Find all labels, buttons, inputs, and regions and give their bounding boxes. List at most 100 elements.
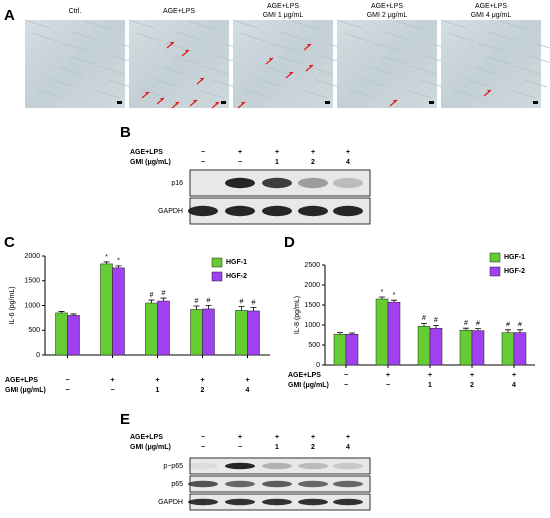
- cell-texture: [209, 78, 236, 88]
- cell-texture: [269, 42, 296, 52]
- condition-value: +: [200, 377, 204, 384]
- condition-value: 1: [428, 382, 432, 389]
- cell-texture: [24, 19, 51, 29]
- error-bar: [433, 325, 439, 329]
- condition-value: −: [238, 444, 242, 451]
- bar: [157, 300, 170, 356]
- significance-marker: #: [195, 298, 199, 305]
- cell-texture: [336, 19, 363, 29]
- cell-texture: [514, 65, 541, 75]
- bar: [235, 310, 248, 356]
- error-bar: [391, 299, 397, 303]
- condition-value: +: [238, 149, 242, 156]
- cell-texture: [510, 89, 537, 99]
- cell-texture: [31, 32, 58, 42]
- error-bar: [475, 328, 481, 331]
- cell-texture: [313, 78, 340, 88]
- band: [262, 480, 292, 488]
- error-bar: [250, 307, 257, 311]
- cell-texture: [395, 20, 422, 30]
- condition-value: 2: [201, 387, 205, 394]
- condition-value: −: [344, 372, 348, 379]
- scale-bar: [533, 101, 538, 104]
- cell-texture: [488, 31, 515, 41]
- image-title: AGE+LPS: [475, 3, 507, 10]
- legend-swatch: [211, 257, 223, 268]
- cell-texture: [57, 66, 84, 76]
- condition-value: +: [428, 372, 432, 379]
- cell-texture: [347, 88, 374, 98]
- band: [225, 205, 255, 217]
- micrograph: [129, 20, 229, 108]
- image-title: AGE+LPS: [163, 8, 195, 15]
- significance-marker: #: [240, 298, 244, 305]
- error-bar: [379, 296, 385, 299]
- condition-value: −: [201, 159, 205, 166]
- significance-marker: *: [393, 292, 396, 299]
- cell-texture: [254, 77, 281, 87]
- bar: [513, 332, 527, 366]
- error-bar: [517, 329, 523, 333]
- band-label: p65: [171, 481, 183, 488]
- cell-texture: [358, 77, 385, 87]
- legend-swatch: [489, 266, 501, 277]
- y-tick-label: 2000: [24, 253, 40, 260]
- condition-label: AGE+LPS: [5, 377, 38, 384]
- arrow-head: [307, 44, 311, 47]
- cell-texture: [265, 66, 292, 76]
- y-tick-label: 500: [28, 327, 40, 334]
- band: [262, 498, 292, 506]
- y-tick-label: 500: [308, 342, 320, 349]
- y-axis-label: IL-8 (pg/mL): [294, 296, 301, 334]
- arrow-head: [160, 98, 164, 101]
- error-bar: [115, 265, 122, 268]
- bar: [112, 267, 125, 356]
- condition-value: −: [65, 377, 69, 384]
- condition-value: −: [344, 382, 348, 389]
- band: [333, 462, 363, 470]
- cell-texture: [176, 31, 203, 41]
- condition-value: 4: [346, 444, 350, 451]
- condition-value: 4: [512, 382, 516, 389]
- cell-texture: [280, 31, 307, 41]
- error-bar: [505, 329, 511, 333]
- condition-value: −: [238, 159, 242, 166]
- condition-value: −: [201, 149, 205, 156]
- condition-value: +: [155, 377, 159, 384]
- cell-texture: [150, 77, 177, 87]
- y-tick-label: 2500: [304, 262, 320, 269]
- micrograph: [441, 20, 541, 108]
- condition-value: +: [110, 377, 114, 384]
- scale-bar: [325, 101, 330, 104]
- cell-texture: [521, 78, 548, 88]
- cell-texture: [94, 89, 121, 99]
- cell-texture: [243, 88, 270, 98]
- panel-label: A: [4, 7, 15, 24]
- scale-bar: [117, 101, 122, 104]
- legend-swatch: [211, 271, 223, 282]
- arrow-head: [269, 58, 273, 61]
- bar: [501, 332, 515, 366]
- bar: [417, 325, 431, 366]
- band-label: p−p65: [163, 463, 183, 470]
- condition-label: AGE+LPS: [130, 434, 163, 441]
- condition-label: AGE+LPS: [130, 149, 163, 156]
- y-tick-label: 2000: [304, 282, 320, 289]
- bar: [375, 298, 389, 366]
- cell-texture: [291, 20, 318, 30]
- error-bar: [58, 311, 65, 313]
- condition-value: 2: [311, 159, 315, 166]
- condition-value: +: [470, 372, 474, 379]
- legend-label: HGF-2: [226, 273, 247, 280]
- condition-value: 1: [275, 159, 279, 166]
- condition-value: +: [311, 434, 315, 441]
- condition-value: +: [512, 372, 516, 379]
- cell-texture: [98, 65, 125, 75]
- cell-texture: [161, 66, 188, 76]
- cell-texture: [232, 19, 259, 29]
- condition-value: +: [346, 149, 350, 156]
- band: [188, 480, 218, 488]
- band: [262, 177, 292, 189]
- significance-marker: *: [117, 258, 120, 265]
- cell-texture: [484, 55, 511, 65]
